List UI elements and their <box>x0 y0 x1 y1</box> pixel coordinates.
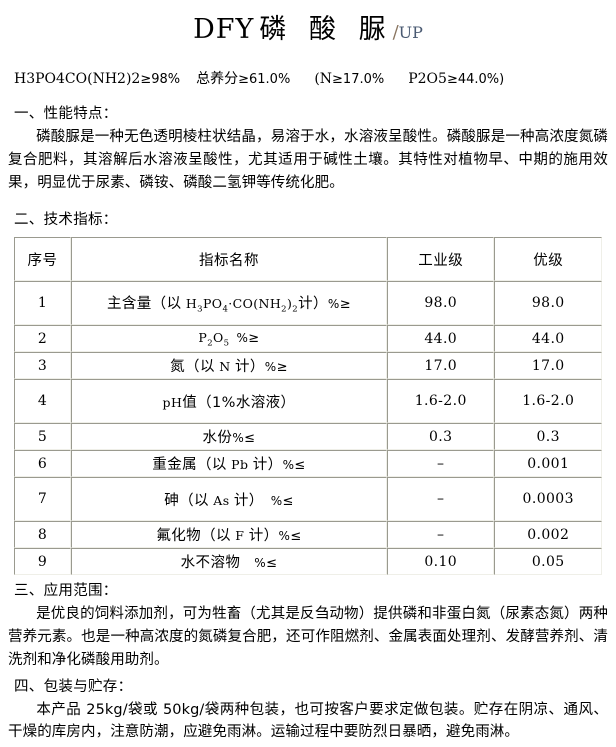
section-body-applications: 是优良的饲料添加剂，可为牲畜（尤其是反刍动物）提供磷和非蛋白氮（尿素态氮）两种营… <box>8 603 608 671</box>
cell-name: pH值（1%水溶液） <box>71 379 387 424</box>
cell-premium: 0.002 <box>494 521 602 549</box>
table-row: 8 氟化物（以 F 计）%≤ – 0.002 <box>14 521 602 549</box>
section-heading-packaging: 四、包装与贮存： <box>14 678 133 695</box>
section-body-packaging-text: 本产品 25kg/袋或 50kg/袋两种包装，也可按客户要求定做包装。贮存在阴凉… <box>8 701 608 741</box>
title-brand: DFY <box>193 14 255 45</box>
formula-p2o5-spec: ≥44.0%) <box>446 72 505 87</box>
cell-name: 砷（以 As 计） %≤ <box>71 477 387 522</box>
cell-premium: 44.0 <box>494 325 602 353</box>
cell-premium: 98.0 <box>494 281 602 326</box>
section-body-performance-text: 磷酸脲是一种无色透明棱柱状结晶，易溶于水，水溶液呈酸性。磷酸脲是一种高浓度氮磷复… <box>8 129 608 191</box>
section-heading-applications: 三、应用范围： <box>14 583 118 600</box>
header-cell-name: 指标名称 <box>71 237 387 282</box>
cell-name: 水份%≤ <box>71 423 387 451</box>
cell-name: 氟化物（以 F 计）%≤ <box>71 521 387 549</box>
cell-no: 1 <box>14 281 72 326</box>
cell-industrial: 17.0 <box>386 352 495 380</box>
table-row: 4 pH值（1%水溶液） 1.6-2.0 1.6-2.0 <box>14 379 602 424</box>
document-title: DFY 磷 酸 脲/UP <box>0 0 616 46</box>
header-cell-industrial: 工业级 <box>386 237 495 282</box>
table-row: 6 重金属（以 Pb 计）%≤ – 0.001 <box>14 450 602 478</box>
cell-premium: 17.0 <box>494 352 602 380</box>
cell-name: 主含量（以 H3PO4·CO(NH2)2计）%≥ <box>71 281 387 326</box>
spec-table-wrapper: 序号 指标名称 工业级 优级 1 主含量（以 H3PO4·CO(NH2)2计）%… <box>14 237 602 576</box>
cell-premium: 0.3 <box>494 423 602 451</box>
cell-premium: 0.001 <box>494 450 602 478</box>
cell-name: 氮（以 N 计）%≥ <box>71 352 387 380</box>
formula-nitrogen-spec: ≥17.0% <box>332 72 385 87</box>
cell-industrial: – <box>386 477 495 522</box>
cell-industrial: 98.0 <box>386 281 495 326</box>
section-heading-performance: 一、性能特点： <box>14 106 118 122</box>
cell-premium: 0.05 <box>494 548 602 576</box>
section-body-performance: 磷酸脲是一种无色透明棱柱状结晶，易溶于水，水溶液呈酸性。磷酸脲是一种高浓度氮磷复… <box>8 126 608 194</box>
cell-no: 7 <box>14 477 72 522</box>
cell-industrial: 44.0 <box>386 325 495 353</box>
cell-no: 2 <box>14 325 72 353</box>
formula-nitrogen-label: (N <box>314 71 333 87</box>
table-row: 5 水份%≤ 0.3 0.3 <box>14 423 602 451</box>
spec-table-header-row: 序号 指标名称 工业级 优级 <box>14 237 602 282</box>
cell-industrial: 0.10 <box>386 548 495 576</box>
cell-name: 水不溶物 %≤ <box>71 548 387 576</box>
cell-premium: 1.6-2.0 <box>494 379 602 424</box>
table-row: 3 氮（以 N 计）%≥ 17.0 17.0 <box>14 352 602 380</box>
cell-no: 5 <box>14 423 72 451</box>
cell-no: 9 <box>14 548 72 576</box>
title-grade-suffix: UP <box>398 23 423 42</box>
table-row: 1 主含量（以 H3PO4·CO(NH2)2计）%≥ 98.0 98.0 <box>14 281 602 326</box>
formula-total-nutrient-label: 总养分 <box>196 71 239 87</box>
cell-name: 重金属（以 Pb 计）%≤ <box>71 450 387 478</box>
cell-name: P2O5 %≥ <box>71 325 387 353</box>
cell-no: 4 <box>14 379 72 424</box>
cell-no: 3 <box>14 352 72 380</box>
cell-premium: 0.0003 <box>494 477 602 522</box>
spec-table: 序号 指标名称 工业级 优级 1 主含量（以 H3PO4·CO(NH2)2计）%… <box>14 237 602 576</box>
cell-no: 6 <box>14 450 72 478</box>
formula-total-nutrient-spec: ≥61.0% <box>238 72 291 87</box>
section-body-applications-text: 是优良的饲料添加剂，可为牲畜（尤其是反刍动物）提供磷和非蛋白氮（尿素态氮）两种营… <box>8 606 608 668</box>
title-slash: / <box>392 22 399 43</box>
formula-summary-line: H3PO4CO(NH2)2≥98% 总养分≥61.0% (N≥17.0% P2O5≥4… <box>14 68 616 88</box>
table-row: 2 P2O5 %≥ 44.0 44.0 <box>14 325 602 353</box>
table-row: 9 水不溶物 %≤ 0.10 0.05 <box>14 548 602 576</box>
cell-no: 8 <box>14 521 72 549</box>
formula-compound-spec: ≥98% <box>140 72 181 87</box>
header-cell-no: 序号 <box>14 237 72 282</box>
formula-compound: H3PO4CO(NH2)2 <box>14 71 141 87</box>
section-body-packaging: 本产品 25kg/袋或 50kg/袋两种包装，也可按客户要求定做包装。贮存在阴凉… <box>8 699 608 745</box>
formula-p2o5-label: P2O5 <box>408 71 447 87</box>
cell-industrial: 1.6-2.0 <box>386 379 495 424</box>
spec-table-body: 序号 指标名称 工业级 优级 1 主含量（以 H3PO4·CO(NH2)2计）%… <box>14 237 602 576</box>
section-heading-specifications: 二、技术指标： <box>14 212 118 229</box>
header-cell-premium: 优级 <box>494 237 602 282</box>
cell-industrial: – <box>386 450 495 478</box>
table-row: 7 砷（以 As 计） %≤ – 0.0003 <box>14 477 602 522</box>
title-product-name: 磷 酸 脲 <box>259 14 393 45</box>
cell-industrial: 0.3 <box>386 423 495 451</box>
cell-industrial: – <box>386 521 495 549</box>
